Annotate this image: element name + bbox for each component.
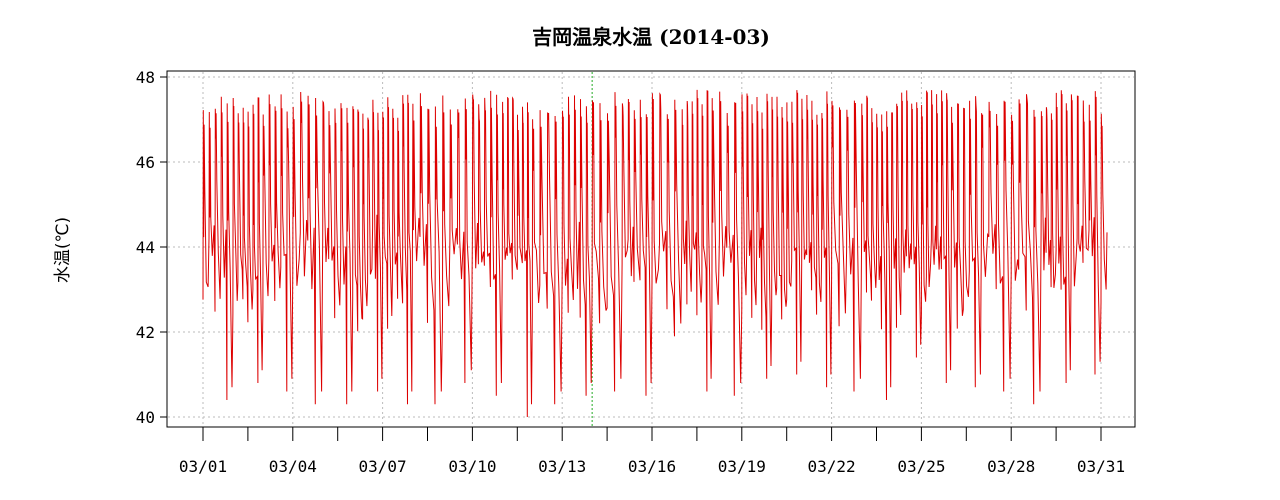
series-layer xyxy=(202,89,1108,418)
x-tick-label: 03/28 xyxy=(987,457,1035,476)
x-tick-label: 03/25 xyxy=(897,457,945,476)
x-tick-label: 03/13 xyxy=(538,457,586,476)
x-tick-label: 03/19 xyxy=(718,457,766,476)
x-tick-label: 03/04 xyxy=(269,457,317,476)
y-tick-label: 40 xyxy=(136,408,155,427)
y-tick-label: 48 xyxy=(136,68,155,87)
y-tick-label: 42 xyxy=(136,323,155,342)
x-tick-label: 03/01 xyxy=(179,457,227,476)
series-line-water-temp xyxy=(202,89,1108,418)
y-tick-label: 46 xyxy=(136,153,155,172)
x-tick-label: 03/07 xyxy=(359,457,407,476)
x-tick-label: 03/16 xyxy=(628,457,676,476)
x-tick-label: 03/22 xyxy=(808,457,856,476)
plot-frame xyxy=(166,70,1136,428)
y-axis-label: 水温(℃) xyxy=(53,217,73,283)
x-tick-label: 03/10 xyxy=(448,457,496,476)
x-tick-label: 03/31 xyxy=(1077,457,1125,476)
chart-title: 吉岡温泉水温 (2014-03) xyxy=(532,25,770,49)
y-axis: 40 42 44 46 48 xyxy=(136,68,167,427)
y-tick-label: 44 xyxy=(136,238,155,257)
x-axis: 03/01 03/04 03/07 03/10 03/13 03/16 03/19 03/22… xyxy=(179,427,1125,476)
